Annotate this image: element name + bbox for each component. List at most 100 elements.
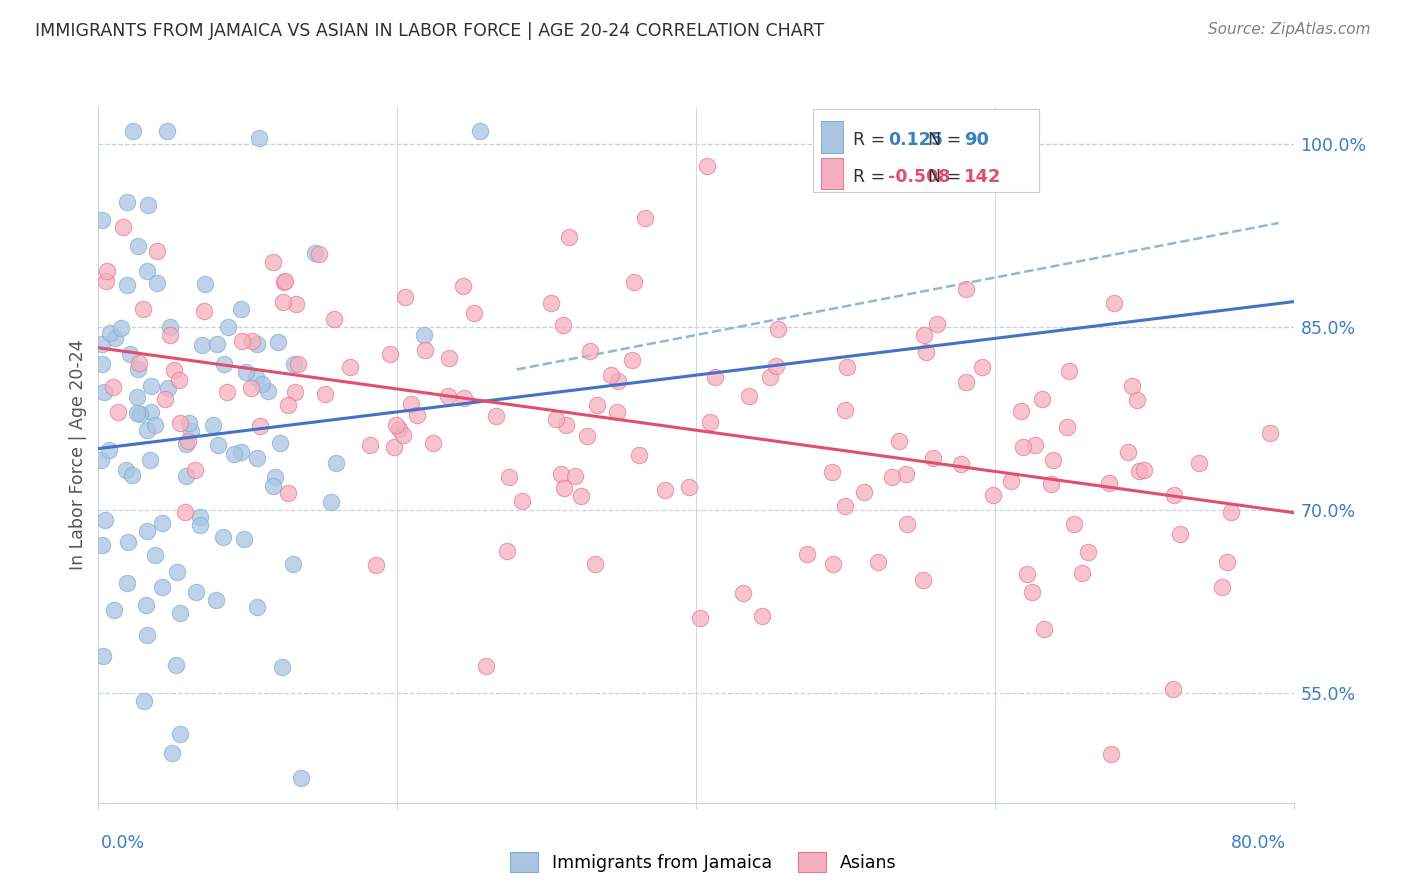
Point xyxy=(1042,453,1064,467)
Point xyxy=(245,369,267,384)
Point xyxy=(136,198,159,212)
Legend: Immigrants from Jamaica, Asians: Immigrants from Jamaica, Asians xyxy=(503,845,903,879)
Point xyxy=(94,274,117,288)
Point xyxy=(1116,445,1139,459)
Point xyxy=(1161,681,1184,696)
Point xyxy=(217,319,239,334)
Text: Source: ZipAtlas.com: Source: ZipAtlas.com xyxy=(1208,22,1371,37)
Point xyxy=(90,538,112,552)
Point xyxy=(696,159,718,173)
Point xyxy=(1126,392,1149,407)
Point xyxy=(267,334,290,349)
Point xyxy=(1121,378,1143,392)
Point xyxy=(166,566,188,580)
Point xyxy=(1031,392,1053,407)
Point xyxy=(437,351,460,365)
Point xyxy=(240,334,263,348)
Point xyxy=(117,575,139,590)
Point xyxy=(176,436,198,450)
Point xyxy=(246,337,269,351)
Point xyxy=(1000,474,1022,488)
Point xyxy=(136,423,159,437)
Text: 0.0%: 0.0% xyxy=(101,834,145,852)
Point xyxy=(127,362,149,376)
Point xyxy=(623,275,645,289)
Point xyxy=(321,495,343,509)
Point xyxy=(121,467,143,482)
Point xyxy=(399,397,422,411)
Point xyxy=(143,549,166,563)
Point xyxy=(93,513,115,527)
Text: N =: N = xyxy=(928,168,966,186)
Point xyxy=(169,726,191,740)
Text: R =: R = xyxy=(852,131,890,149)
Point xyxy=(1040,477,1063,491)
Point xyxy=(1211,581,1233,595)
Point xyxy=(889,434,911,449)
Point xyxy=(222,447,245,461)
Point xyxy=(169,416,191,430)
Point xyxy=(1057,364,1080,378)
Point xyxy=(654,483,676,497)
Point xyxy=(1188,456,1211,470)
Point xyxy=(1021,585,1043,599)
Point xyxy=(246,451,269,466)
Point xyxy=(269,436,291,450)
Point xyxy=(115,194,138,209)
Text: 90: 90 xyxy=(963,131,988,149)
Point xyxy=(765,359,787,373)
Point xyxy=(955,282,977,296)
Text: R =: R = xyxy=(852,168,890,186)
Point xyxy=(678,480,700,494)
Point xyxy=(1024,438,1046,452)
Point xyxy=(1099,747,1122,761)
Point xyxy=(165,657,187,672)
Point xyxy=(134,693,156,707)
Point xyxy=(96,264,118,278)
Point xyxy=(412,328,434,343)
Point xyxy=(737,389,759,403)
Point xyxy=(157,381,180,395)
Point xyxy=(322,312,344,326)
Point xyxy=(112,220,135,235)
Point xyxy=(231,334,253,348)
Point xyxy=(287,357,309,371)
Point xyxy=(233,533,256,547)
Point xyxy=(852,484,875,499)
Point xyxy=(283,357,305,371)
Point xyxy=(627,449,650,463)
Point xyxy=(558,229,581,244)
Point xyxy=(405,408,427,422)
Point xyxy=(583,557,606,571)
Point xyxy=(821,557,844,571)
Point xyxy=(191,338,214,352)
Point xyxy=(304,246,326,260)
Point xyxy=(90,213,112,227)
Point xyxy=(107,405,129,419)
Point xyxy=(796,547,818,561)
Point xyxy=(127,239,149,253)
Point xyxy=(132,301,155,316)
Point xyxy=(413,343,436,358)
Point xyxy=(103,380,125,394)
Point xyxy=(550,467,572,481)
Point xyxy=(184,463,207,477)
Point xyxy=(97,442,120,457)
Point xyxy=(247,130,270,145)
Point xyxy=(821,465,844,479)
Point xyxy=(498,469,520,483)
Point xyxy=(1215,555,1237,569)
Point xyxy=(246,600,269,615)
Point xyxy=(894,467,917,482)
Point xyxy=(91,357,114,371)
Point xyxy=(551,318,574,332)
Point xyxy=(422,435,444,450)
Point xyxy=(127,390,149,404)
Point xyxy=(194,277,217,291)
Point xyxy=(912,574,935,588)
Point xyxy=(115,463,138,477)
Point xyxy=(93,384,115,399)
Point xyxy=(207,437,229,451)
Point xyxy=(249,419,271,434)
Point xyxy=(835,359,858,374)
